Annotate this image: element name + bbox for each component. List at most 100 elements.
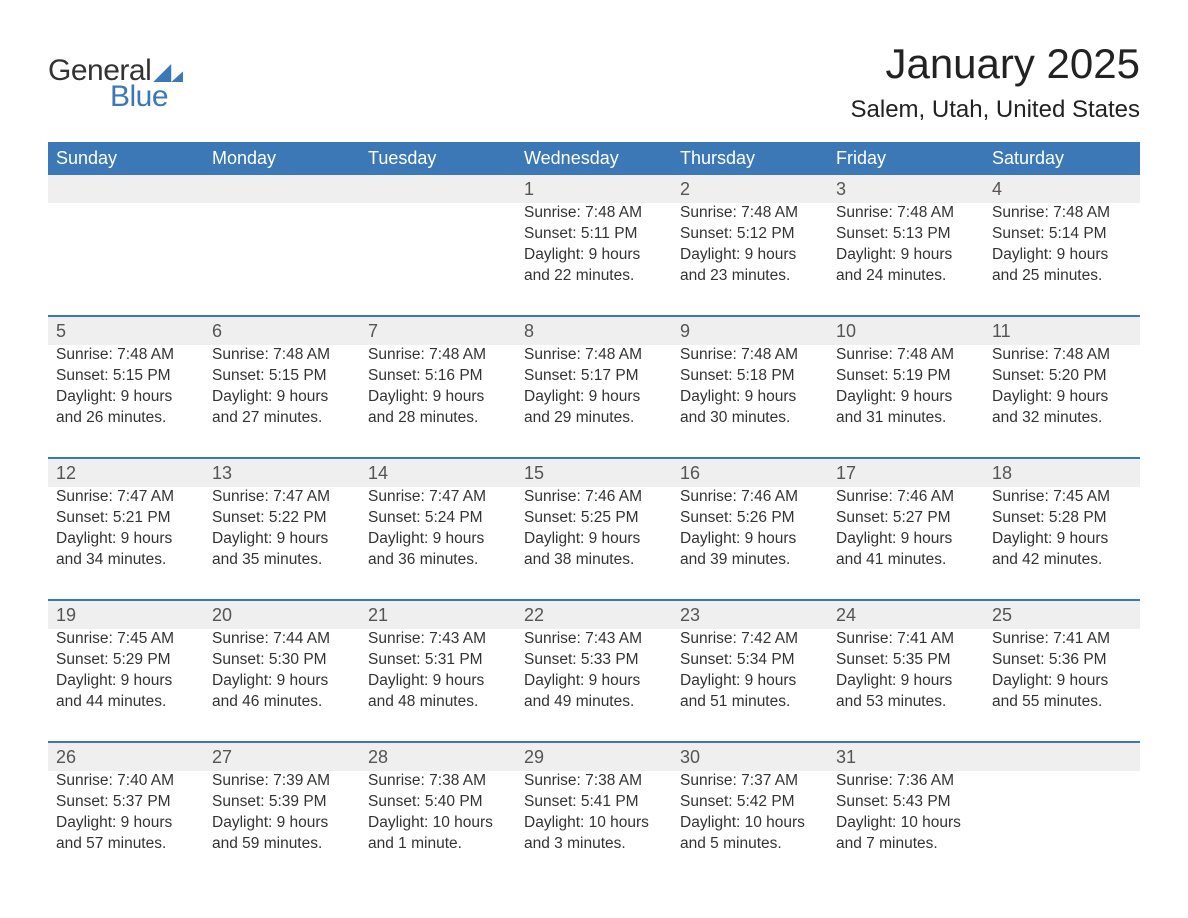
sunrise-line: Sunrise: 7:46 AM	[680, 487, 820, 508]
day-number-cell: 15	[516, 458, 672, 487]
sunset-line: Sunset: 5:14 PM	[992, 224, 1132, 245]
day-number-cell: 26	[48, 742, 204, 771]
daylight-line: Daylight: 9 hours and 46 minutes.	[212, 671, 352, 713]
sunset-line: Sunset: 5:21 PM	[56, 508, 196, 529]
day-detail-cell	[360, 203, 516, 316]
column-header: Friday	[828, 142, 984, 175]
daylight-line: Daylight: 9 hours and 28 minutes.	[368, 387, 508, 429]
sunrise-line: Sunrise: 7:48 AM	[368, 345, 508, 366]
day-detail-cell	[204, 203, 360, 316]
sunset-line: Sunset: 5:39 PM	[212, 792, 352, 813]
daylight-line: Daylight: 9 hours and 36 minutes.	[368, 529, 508, 571]
sunset-line: Sunset: 5:13 PM	[836, 224, 976, 245]
calendar-body: 1234Sunrise: 7:48 AMSunset: 5:11 PMDayli…	[48, 175, 1140, 883]
day-number-cell: 9	[672, 316, 828, 345]
daylight-line: Daylight: 9 hours and 57 minutes.	[56, 813, 196, 855]
day-detail-cell: Sunrise: 7:48 AMSunset: 5:11 PMDaylight:…	[516, 203, 672, 316]
day-detail-cell: Sunrise: 7:45 AMSunset: 5:28 PMDaylight:…	[984, 487, 1140, 600]
day-number-cell: 23	[672, 600, 828, 629]
daylight-line: Daylight: 10 hours and 3 minutes.	[524, 813, 664, 855]
daylight-line: Daylight: 9 hours and 26 minutes.	[56, 387, 196, 429]
daylight-line: Daylight: 9 hours and 30 minutes.	[680, 387, 820, 429]
brand-logo: General Blue	[48, 54, 183, 114]
day-detail-cell	[48, 203, 204, 316]
day-number-cell: 5	[48, 316, 204, 345]
daylight-line: Daylight: 10 hours and 7 minutes.	[836, 813, 976, 855]
sunset-line: Sunset: 5:42 PM	[680, 792, 820, 813]
sunrise-line: Sunrise: 7:48 AM	[992, 345, 1132, 366]
sunrise-line: Sunrise: 7:38 AM	[524, 771, 664, 792]
sunset-line: Sunset: 5:18 PM	[680, 366, 820, 387]
calendar-table: SundayMondayTuesdayWednesdayThursdayFrid…	[48, 142, 1140, 883]
day-detail-cell: Sunrise: 7:46 AMSunset: 5:25 PMDaylight:…	[516, 487, 672, 600]
day-detail-cell: Sunrise: 7:48 AMSunset: 5:15 PMDaylight:…	[48, 345, 204, 458]
day-number-cell	[984, 742, 1140, 771]
daylight-line: Daylight: 9 hours and 22 minutes.	[524, 245, 664, 287]
sunrise-line: Sunrise: 7:48 AM	[680, 203, 820, 224]
sunset-line: Sunset: 5:22 PM	[212, 508, 352, 529]
day-detail-cell: Sunrise: 7:45 AMSunset: 5:29 PMDaylight:…	[48, 629, 204, 742]
sunrise-line: Sunrise: 7:38 AM	[368, 771, 508, 792]
day-number-cell: 30	[672, 742, 828, 771]
column-header: Monday	[204, 142, 360, 175]
sunset-line: Sunset: 5:30 PM	[212, 650, 352, 671]
sunset-line: Sunset: 5:19 PM	[836, 366, 976, 387]
day-number-row: 19202122232425	[48, 600, 1140, 629]
day-detail-cell: Sunrise: 7:47 AMSunset: 5:22 PMDaylight:…	[204, 487, 360, 600]
day-detail-cell: Sunrise: 7:48 AMSunset: 5:16 PMDaylight:…	[360, 345, 516, 458]
daylight-line: Daylight: 9 hours and 55 minutes.	[992, 671, 1132, 713]
day-number-cell: 10	[828, 316, 984, 345]
day-number-cell: 19	[48, 600, 204, 629]
daylight-line: Daylight: 9 hours and 27 minutes.	[212, 387, 352, 429]
sunset-line: Sunset: 5:15 PM	[56, 366, 196, 387]
daylight-line: Daylight: 9 hours and 29 minutes.	[524, 387, 664, 429]
sunrise-line: Sunrise: 7:43 AM	[368, 629, 508, 650]
sunrise-line: Sunrise: 7:47 AM	[368, 487, 508, 508]
flag-icon	[153, 64, 183, 82]
daylight-line: Daylight: 9 hours and 23 minutes.	[680, 245, 820, 287]
day-detail-cell: Sunrise: 7:46 AMSunset: 5:27 PMDaylight:…	[828, 487, 984, 600]
day-detail-cell: Sunrise: 7:43 AMSunset: 5:31 PMDaylight:…	[360, 629, 516, 742]
sunset-line: Sunset: 5:36 PM	[992, 650, 1132, 671]
sunrise-line: Sunrise: 7:48 AM	[524, 203, 664, 224]
sunset-line: Sunset: 5:25 PM	[524, 508, 664, 529]
sunrise-line: Sunrise: 7:45 AM	[992, 487, 1132, 508]
daylight-line: Daylight: 9 hours and 34 minutes.	[56, 529, 196, 571]
day-detail-cell: Sunrise: 7:48 AMSunset: 5:14 PMDaylight:…	[984, 203, 1140, 316]
day-detail-cell: Sunrise: 7:43 AMSunset: 5:33 PMDaylight:…	[516, 629, 672, 742]
day-detail-cell: Sunrise: 7:48 AMSunset: 5:20 PMDaylight:…	[984, 345, 1140, 458]
day-number-cell: 7	[360, 316, 516, 345]
daylight-line: Daylight: 9 hours and 41 minutes.	[836, 529, 976, 571]
day-detail-cell: Sunrise: 7:48 AMSunset: 5:13 PMDaylight:…	[828, 203, 984, 316]
daylight-line: Daylight: 9 hours and 49 minutes.	[524, 671, 664, 713]
daylight-line: Daylight: 9 hours and 42 minutes.	[992, 529, 1132, 571]
location-subtitle: Salem, Utah, United States	[851, 96, 1140, 124]
daylight-line: Daylight: 9 hours and 35 minutes.	[212, 529, 352, 571]
day-detail-cell: Sunrise: 7:40 AMSunset: 5:37 PMDaylight:…	[48, 771, 204, 883]
day-number-cell: 16	[672, 458, 828, 487]
sunrise-line: Sunrise: 7:46 AM	[524, 487, 664, 508]
day-number-cell: 25	[984, 600, 1140, 629]
day-number-cell: 17	[828, 458, 984, 487]
day-number-cell: 28	[360, 742, 516, 771]
daylight-line: Daylight: 9 hours and 38 minutes.	[524, 529, 664, 571]
day-detail-cell: Sunrise: 7:48 AMSunset: 5:15 PMDaylight:…	[204, 345, 360, 458]
sunrise-line: Sunrise: 7:37 AM	[680, 771, 820, 792]
day-detail-row: Sunrise: 7:48 AMSunset: 5:15 PMDaylight:…	[48, 345, 1140, 458]
sunset-line: Sunset: 5:17 PM	[524, 366, 664, 387]
day-number-cell: 1	[516, 175, 672, 203]
sunset-line: Sunset: 5:43 PM	[836, 792, 976, 813]
day-detail-cell: Sunrise: 7:48 AMSunset: 5:17 PMDaylight:…	[516, 345, 672, 458]
day-detail-cell: Sunrise: 7:48 AMSunset: 5:19 PMDaylight:…	[828, 345, 984, 458]
day-number-cell: 18	[984, 458, 1140, 487]
day-number-cell: 6	[204, 316, 360, 345]
sunrise-line: Sunrise: 7:44 AM	[212, 629, 352, 650]
sunrise-line: Sunrise: 7:48 AM	[836, 203, 976, 224]
day-detail-row: Sunrise: 7:45 AMSunset: 5:29 PMDaylight:…	[48, 629, 1140, 742]
daylight-line: Daylight: 9 hours and 31 minutes.	[836, 387, 976, 429]
sunset-line: Sunset: 5:15 PM	[212, 366, 352, 387]
day-number-cell: 2	[672, 175, 828, 203]
day-number-cell: 31	[828, 742, 984, 771]
day-number-row: 12131415161718	[48, 458, 1140, 487]
sunrise-line: Sunrise: 7:48 AM	[56, 345, 196, 366]
